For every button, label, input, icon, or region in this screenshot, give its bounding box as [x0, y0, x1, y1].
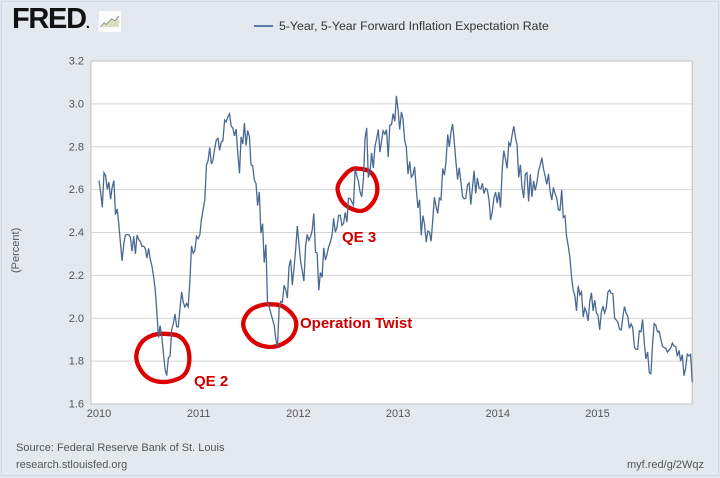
- svg-text:3.2: 3.2: [69, 56, 84, 68]
- svg-text:2.8: 2.8: [69, 141, 84, 153]
- svg-text:3.0: 3.0: [69, 98, 84, 110]
- svg-text:1.8: 1.8: [69, 356, 84, 368]
- svg-text:2015: 2015: [585, 408, 609, 420]
- svg-text:2014: 2014: [486, 408, 510, 420]
- svg-text:2013: 2013: [386, 408, 410, 420]
- svg-text:2010: 2010: [87, 408, 111, 420]
- svg-text:2011: 2011: [187, 408, 211, 420]
- svg-text:2.2: 2.2: [69, 270, 84, 282]
- svg-text:2.4: 2.4: [69, 227, 84, 239]
- svg-text:QE 3: QE 3: [342, 229, 376, 246]
- svg-text:QE 2: QE 2: [194, 373, 228, 390]
- svg-text:2.6: 2.6: [69, 184, 84, 196]
- svg-text:Operation Twist: Operation Twist: [300, 315, 412, 332]
- svg-text:2.0: 2.0: [69, 313, 84, 325]
- svg-text:1.6: 1.6: [69, 399, 84, 411]
- svg-text:2012: 2012: [286, 408, 310, 420]
